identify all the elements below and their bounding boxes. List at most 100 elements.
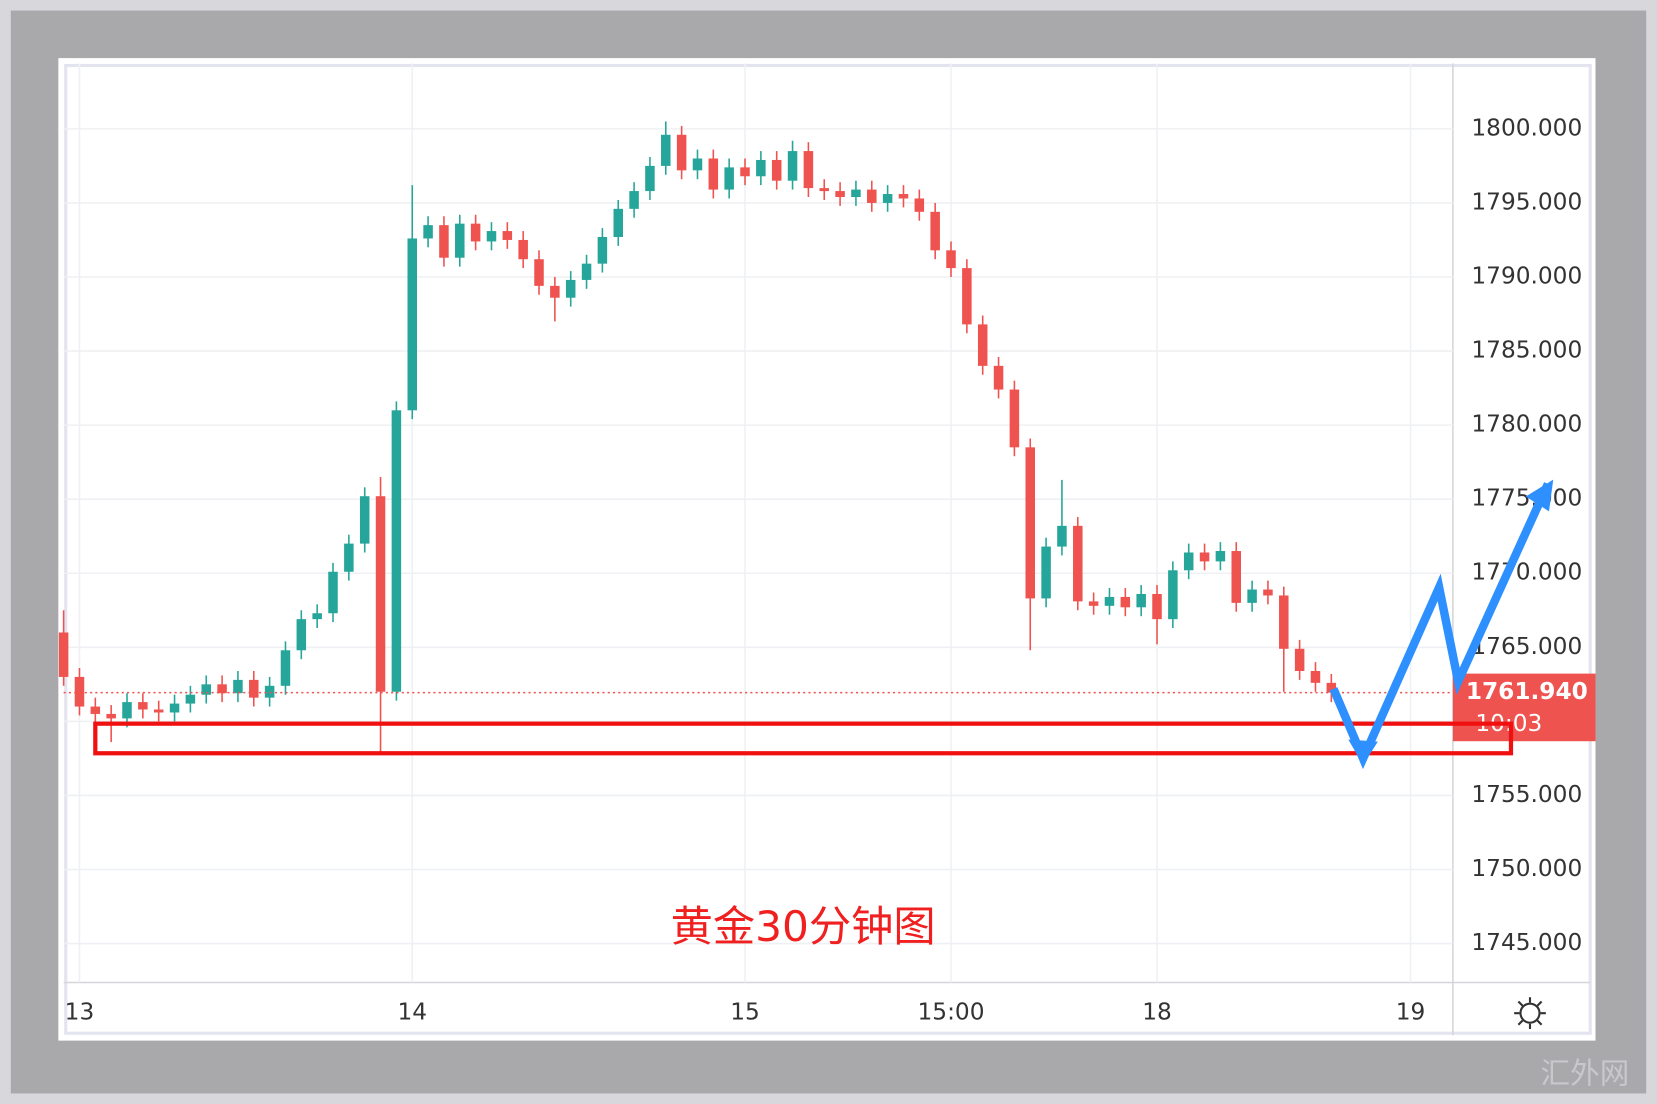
candle-body xyxy=(280,650,291,686)
candle-body xyxy=(1025,447,1036,599)
candle-body xyxy=(359,496,370,544)
y-tick-label: 1795.000 xyxy=(1471,188,1582,215)
candle-body xyxy=(835,191,845,197)
candle-body xyxy=(90,706,101,714)
candle-body xyxy=(1279,595,1289,649)
candles xyxy=(58,121,1337,754)
candle-body xyxy=(787,151,798,181)
candle-body xyxy=(1057,525,1067,547)
annotation: 黄金30分钟图 xyxy=(671,902,936,951)
candle-body xyxy=(217,684,227,694)
candle-body xyxy=(851,189,861,197)
candle-body xyxy=(930,211,940,251)
candle-body xyxy=(756,159,766,177)
last-price-label: 1761.940 xyxy=(1466,678,1588,705)
candle-body xyxy=(629,191,639,209)
candle-body xyxy=(708,158,719,190)
candle-body xyxy=(296,619,307,651)
candle-body xyxy=(676,134,687,171)
panel-border xyxy=(64,63,1592,1035)
candle-body xyxy=(470,223,481,242)
candle-body xyxy=(439,225,449,258)
y-tick-label: 1775.000 xyxy=(1471,485,1582,512)
candle-body xyxy=(423,225,433,239)
candle-body xyxy=(375,496,386,692)
settings-icon[interactable] xyxy=(1514,997,1546,1029)
candle-body xyxy=(1199,552,1210,562)
candle-body xyxy=(312,613,322,620)
candle-body xyxy=(58,632,69,677)
candle-body xyxy=(661,134,671,166)
y-tick-label: 1755.000 xyxy=(1471,781,1582,808)
candle-body xyxy=(455,223,465,258)
candle-body xyxy=(613,208,623,237)
candle-body xyxy=(581,263,592,280)
candle-body xyxy=(1215,551,1226,562)
candle-body xyxy=(344,543,354,572)
candle-body xyxy=(1009,389,1020,448)
candle-body xyxy=(898,194,909,199)
candle-body xyxy=(1152,593,1162,620)
y-tick-label: 1765.000 xyxy=(1471,633,1582,660)
candle-body xyxy=(993,365,1004,390)
candle-body xyxy=(518,239,528,260)
last-price-badge xyxy=(1452,673,1596,742)
candle-body xyxy=(565,279,576,298)
candle-body xyxy=(153,709,164,713)
candle-body xyxy=(1088,601,1099,606)
candle-body xyxy=(819,188,829,192)
y-tick-label: 1770.000 xyxy=(1471,559,1582,586)
support-zone xyxy=(93,721,1514,756)
candle-body xyxy=(391,410,402,692)
candle-body xyxy=(138,702,148,710)
y-tick-label: 1785.000 xyxy=(1471,337,1582,364)
candle-body xyxy=(1247,589,1257,603)
candle-body xyxy=(534,259,544,286)
candle-body xyxy=(1120,596,1131,608)
candle-body xyxy=(867,189,877,203)
candle-body xyxy=(328,571,338,614)
candle-body xyxy=(597,236,608,264)
candle-body xyxy=(914,198,925,212)
candle-body xyxy=(1310,670,1321,683)
forecast-path xyxy=(1329,482,1552,770)
candle-body xyxy=(106,713,116,719)
candle-body xyxy=(740,167,750,177)
arrow-head xyxy=(1525,479,1554,512)
x-tick-label: 14 xyxy=(397,999,427,1026)
candle-body xyxy=(1326,682,1337,693)
y-tick-label: 1790.000 xyxy=(1471,262,1582,289)
candle-body xyxy=(1073,525,1083,602)
candle-body xyxy=(962,268,972,325)
candle-body xyxy=(169,703,180,713)
candle-body xyxy=(502,231,513,240)
candle-body xyxy=(264,685,275,698)
candle-body xyxy=(692,158,703,171)
candle-body xyxy=(1104,596,1115,606)
x-tick-label: 19 xyxy=(1396,999,1426,1026)
candle-body xyxy=(771,159,782,181)
candle-body xyxy=(1263,589,1273,596)
x-tick-label: 15:00 xyxy=(918,999,985,1026)
y-tick-label: 1750.000 xyxy=(1471,855,1582,882)
candle-body xyxy=(74,676,85,707)
candle-body xyxy=(185,694,196,704)
candle-body xyxy=(724,167,734,190)
y-tick-label: 1780.000 xyxy=(1471,411,1582,438)
gear-teeth[interactable] xyxy=(1514,997,1546,1029)
x-tick-label: 15 xyxy=(730,999,760,1026)
candle-body xyxy=(233,679,243,694)
candle-body xyxy=(550,285,560,298)
chart-panel xyxy=(58,58,1596,1041)
gear[interactable] xyxy=(1519,1002,1541,1024)
candle-body xyxy=(977,324,988,366)
candle-body xyxy=(1168,570,1178,620)
x-tick-label: 13 xyxy=(65,999,95,1026)
candle-body xyxy=(1183,552,1194,571)
candle-body xyxy=(882,194,893,203)
candle-body xyxy=(946,250,956,269)
watermark: 汇外网 xyxy=(1541,1056,1630,1090)
candle-body xyxy=(645,165,655,192)
candle-body xyxy=(1136,593,1146,608)
